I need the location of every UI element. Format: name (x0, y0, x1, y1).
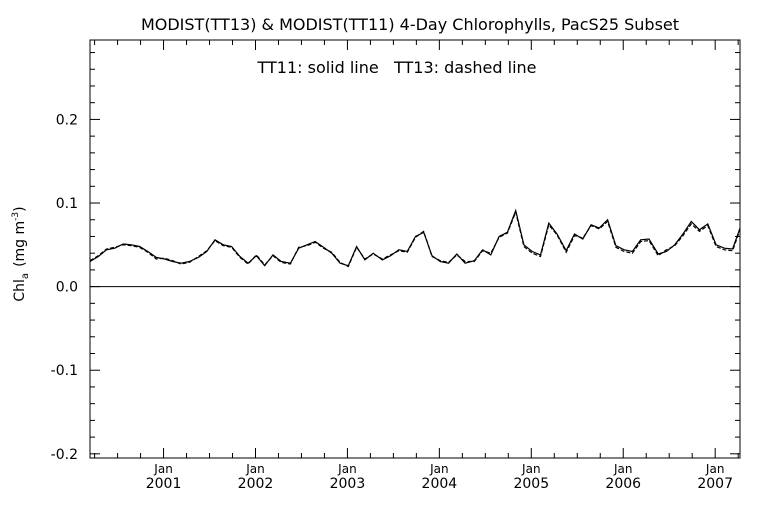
x-tick-month-label: Jan (153, 462, 173, 476)
series-legend-annotation: TT11: solid line TT13: dashed line (257, 58, 537, 77)
x-tick-year-label: 2002 (238, 476, 274, 492)
x-tick-year-label: 2006 (605, 476, 641, 492)
y-axis-label-close: ) (12, 206, 28, 211)
series-layer (89, 208, 741, 268)
x-axis: Jan2001Jan2002Jan2003Jan2004Jan2005Jan20… (94, 40, 739, 492)
y-tick-label: 0.2 (56, 112, 78, 128)
y-tick-label: 0.1 (56, 196, 78, 212)
y-axis-label: Chla (mg m-3) (11, 206, 31, 301)
y-tick-label: -0.2 (51, 447, 78, 463)
series-line-tt11 (89, 208, 741, 267)
x-tick-year-label: 2005 (513, 476, 549, 492)
x-tick-month-label: Jan (245, 462, 265, 476)
x-tick-month-label: Jan (337, 462, 357, 476)
series-line-tt13 (89, 210, 741, 268)
x-tick-month-label: Jan (429, 462, 449, 476)
y-tick-label: 0.0 (56, 280, 78, 296)
y-axis-label-main: Chl (12, 279, 28, 302)
y-tick-label: -0.1 (51, 363, 78, 379)
x-tick-year-label: 2003 (330, 476, 366, 492)
y-axis: -0.2 -0.1 0.0 0.1 0.2 (51, 52, 740, 463)
x-tick-year-label: 2004 (422, 476, 458, 492)
y-axis-label-subscript: a (20, 273, 31, 279)
y-axis-label-unit: (mg m (12, 221, 28, 267)
x-tick-month-label: Jan (521, 462, 541, 476)
plot-frame (89, 39, 741, 459)
chart-title: MODIST(TT13) & MODIST(TT11) 4-Day Chloro… (141, 15, 679, 34)
y-axis-label-exponent: -3 (11, 212, 21, 221)
x-tick-year-label: 2001 (146, 476, 182, 492)
x-tick-month-label: Jan (613, 462, 633, 476)
x-tick-month-label: Jan (705, 462, 725, 476)
x-tick-year-label: 2007 (697, 476, 733, 492)
